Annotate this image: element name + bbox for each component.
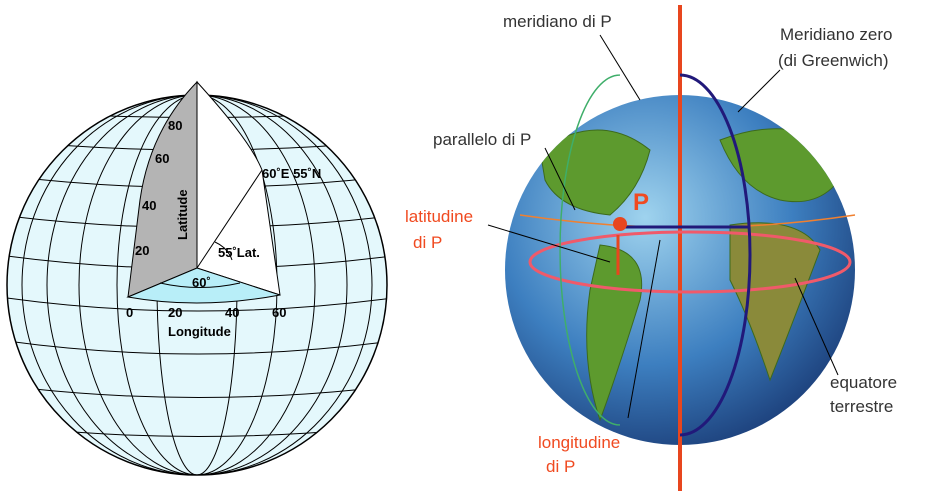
- meridian-p-label: meridiano di P: [503, 12, 612, 31]
- greenwich-label: Meridiano zero: [780, 25, 892, 44]
- lat-tick: 80: [168, 118, 182, 133]
- lon-angle: 60˚: [192, 275, 211, 290]
- lon-tick: 40: [225, 305, 239, 320]
- lon-tick: 60: [272, 305, 286, 320]
- left-globe: [6, 80, 388, 476]
- longitude-label: longitudine: [538, 433, 620, 452]
- lon-tick: 20: [168, 305, 182, 320]
- parallel-label: parallelo di P: [433, 130, 531, 149]
- latitude-label: latitudine: [405, 207, 473, 226]
- latitude-label: di P: [413, 233, 442, 252]
- lat-tick: 40: [142, 198, 156, 213]
- lat-tick: 60: [155, 151, 169, 166]
- longitude-label: Longitude: [168, 324, 231, 339]
- point-label: P: [633, 189, 649, 216]
- point-label: 60˚E 55˚N: [262, 166, 321, 181]
- greenwich-label: (di Greenwich): [778, 51, 889, 70]
- right-globe: [487, 5, 856, 491]
- angle-label: 55˚Lat.: [218, 245, 260, 260]
- equator-label: terrestre: [830, 397, 893, 416]
- equator-label: equatore: [830, 373, 897, 392]
- lon-tick: 0: [126, 305, 133, 320]
- latitude-label: Latitude: [175, 189, 190, 240]
- lat-tick: 20: [135, 243, 149, 258]
- longitude-label: di P: [546, 457, 575, 476]
